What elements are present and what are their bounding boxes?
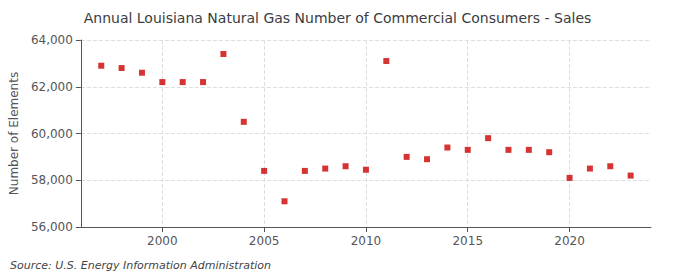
svg-text:Source: U.S. Energy Informatio: Source: U.S. Energy Information Administ… — [10, 259, 271, 272]
svg-text:64,000: 64,000 — [31, 33, 73, 47]
svg-text:2000: 2000 — [147, 234, 178, 248]
svg-text:Number of Elements: Number of Elements — [7, 72, 21, 195]
svg-text:2015: 2015 — [452, 234, 483, 248]
svg-text:56,000: 56,000 — [31, 220, 73, 234]
svg-text:Annual Louisiana Natural Gas N: Annual Louisiana Natural Gas Number of C… — [84, 10, 592, 26]
svg-text:2005: 2005 — [249, 234, 280, 248]
svg-text:2020: 2020 — [554, 234, 585, 248]
svg-text:60,000: 60,000 — [31, 127, 73, 141]
svg-text:2010: 2010 — [351, 234, 382, 248]
svg-text:62,000: 62,000 — [31, 80, 73, 94]
svg-text:58,000: 58,000 — [31, 173, 73, 187]
